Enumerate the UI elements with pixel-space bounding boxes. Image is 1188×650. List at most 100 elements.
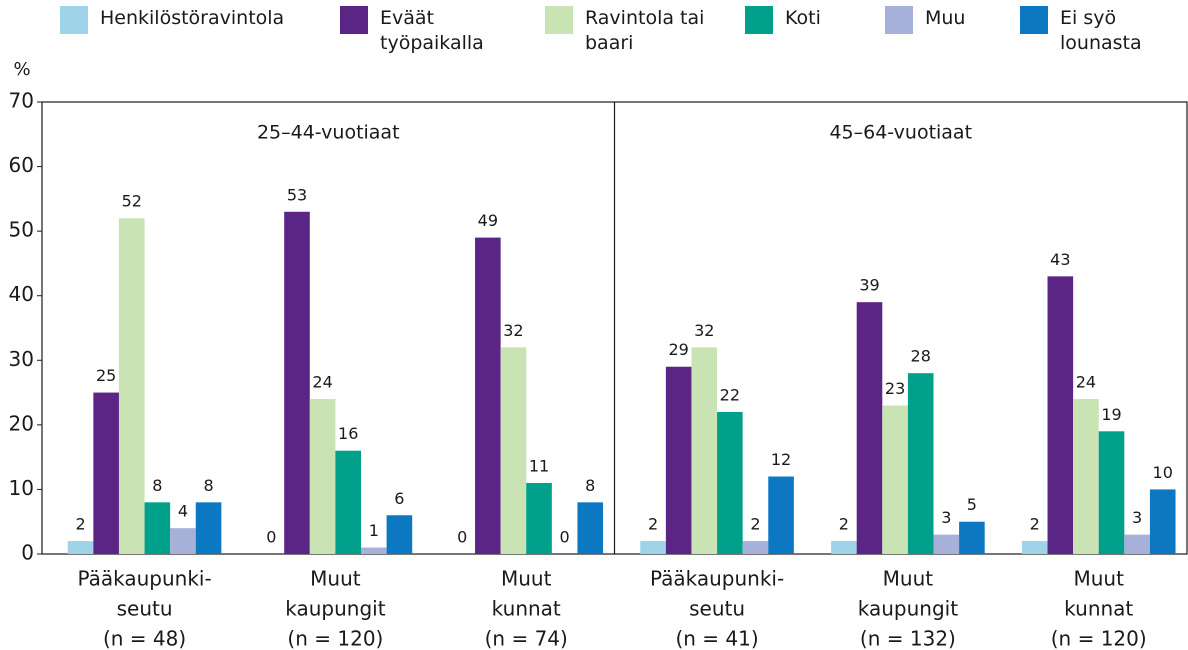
bar xyxy=(309,399,336,554)
bar xyxy=(118,218,145,554)
value-label: 0 xyxy=(266,528,276,547)
bar xyxy=(1149,489,1176,554)
value-label: 4 xyxy=(178,502,188,521)
legend-label: Koti xyxy=(785,7,821,29)
value-label: 5 xyxy=(967,495,977,514)
x-tick-label: Pääkaupunki- xyxy=(77,567,211,591)
bar xyxy=(170,528,196,554)
bar xyxy=(640,541,666,554)
y-tick-label: 20 xyxy=(9,411,34,435)
value-label: 0 xyxy=(457,528,467,547)
value-label: 19 xyxy=(1101,405,1121,424)
bar xyxy=(1098,431,1125,554)
x-tick-label: (n = 132) xyxy=(860,627,956,650)
legend-swatch xyxy=(60,6,88,34)
legend-label: Eväät työpaikalla xyxy=(380,7,484,54)
value-label: 39 xyxy=(859,276,879,295)
y-tick-label: 10 xyxy=(9,476,34,500)
bar xyxy=(195,502,222,554)
legend-label: Ei syö lounasta xyxy=(1060,7,1142,54)
value-label: 52 xyxy=(122,192,142,211)
value-label: 1 xyxy=(369,521,379,540)
bar xyxy=(577,502,604,554)
bar xyxy=(500,347,527,554)
x-tick-label: Muut xyxy=(310,567,361,591)
value-label: 11 xyxy=(529,456,549,475)
x-tick-label: Muut xyxy=(1074,567,1125,591)
legend-label: Muu xyxy=(925,7,966,29)
bar xyxy=(717,411,743,554)
y-tick-label: 60 xyxy=(9,153,34,177)
x-tick-label: kaupungit xyxy=(285,597,385,621)
bar xyxy=(856,302,883,554)
y-tick-label: 0 xyxy=(21,541,34,565)
value-label: 3 xyxy=(941,508,951,527)
x-tick-label: (n = 48) xyxy=(103,627,186,650)
value-label: 3 xyxy=(1132,508,1142,527)
value-label: 43 xyxy=(1050,250,1070,269)
value-label: 2 xyxy=(839,515,849,534)
x-tick-label: (n = 74) xyxy=(485,627,568,650)
bar xyxy=(144,502,171,554)
bar xyxy=(386,515,413,554)
value-label: 2 xyxy=(648,515,658,534)
group-label: 25–44-vuotiaat xyxy=(257,122,400,144)
value-label: 28 xyxy=(911,347,931,366)
value-label: 6 xyxy=(394,489,404,508)
value-label: 8 xyxy=(585,476,595,495)
legend-swatch xyxy=(1020,6,1048,34)
x-tick-label: kunnat xyxy=(492,597,561,621)
legend-label: Ravintola tai baari xyxy=(585,7,705,54)
value-label: 10 xyxy=(1153,463,1173,482)
legend-item: Koti xyxy=(745,6,821,34)
bar xyxy=(526,482,552,554)
y-tick-label: 50 xyxy=(9,218,34,242)
y-axis-label: % xyxy=(13,59,30,80)
bar xyxy=(475,237,501,554)
legend-label: Henkilöstöravintola xyxy=(100,7,285,29)
x-tick-label: seutu xyxy=(689,597,745,621)
x-tick-label: kunnat xyxy=(1064,597,1133,621)
x-tick-label: kaupungit xyxy=(858,597,958,621)
bar xyxy=(907,373,934,554)
bar xyxy=(284,211,310,554)
bar xyxy=(691,347,718,554)
legend-swatch xyxy=(340,6,368,34)
bar xyxy=(882,405,908,554)
bar xyxy=(360,547,387,554)
value-label: 2 xyxy=(750,515,760,534)
legend-item: Ravintola tai baari xyxy=(545,6,705,56)
legend-item: Henkilöstöravintola xyxy=(60,6,284,34)
x-tick-label: Muut xyxy=(883,567,934,591)
value-label: 32 xyxy=(694,321,714,340)
x-tick-label: (n = 41) xyxy=(675,627,758,650)
legend-item: Muu xyxy=(885,6,965,34)
bar xyxy=(665,366,692,554)
value-label: 32 xyxy=(503,321,523,340)
legend-swatch xyxy=(885,6,913,34)
bar xyxy=(67,541,94,554)
bar xyxy=(742,541,769,554)
bar xyxy=(335,450,361,554)
x-tick-label: seutu xyxy=(117,597,173,621)
value-label: 49 xyxy=(478,211,498,230)
value-label: 2 xyxy=(75,515,85,534)
x-tick-label: Muut xyxy=(501,567,552,591)
value-label: 29 xyxy=(668,340,688,359)
group-label: 45–64-vuotiaat xyxy=(829,122,972,144)
bar xyxy=(1021,541,1048,554)
bar xyxy=(1124,534,1150,554)
value-label: 16 xyxy=(338,424,358,443)
bar xyxy=(959,521,985,554)
x-tick-label: Pääkaupunki- xyxy=(650,567,784,591)
bar xyxy=(831,541,857,554)
y-tick-label: 40 xyxy=(9,282,34,306)
value-label: 25 xyxy=(96,366,116,385)
bar xyxy=(1047,276,1074,554)
value-label: 24 xyxy=(312,373,332,392)
value-label: 24 xyxy=(1076,373,1096,392)
value-label: 23 xyxy=(885,379,905,398)
x-tick-label: (n = 120) xyxy=(287,627,383,650)
